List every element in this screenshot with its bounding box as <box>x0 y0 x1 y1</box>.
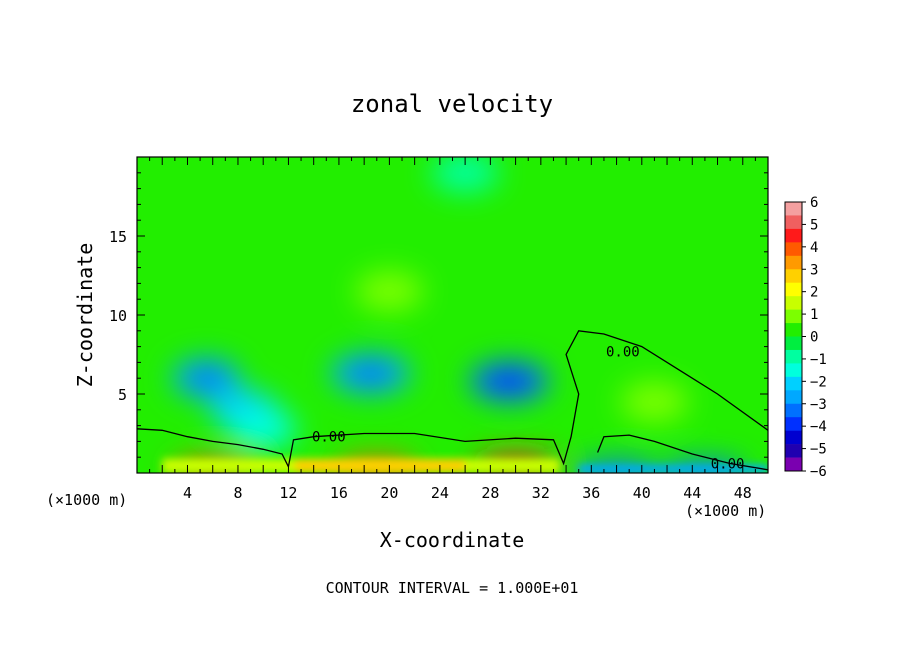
x-tick-label: 20 <box>380 484 398 502</box>
contour-label-0: 0.00 <box>312 430 346 446</box>
colorbar-swatch <box>785 296 802 310</box>
x-tick-label: 12 <box>279 484 297 502</box>
colorbar-swatch <box>785 242 802 257</box>
y-tick-label: 15 <box>109 228 127 246</box>
contour-label-1: 0.00 <box>606 344 640 360</box>
x-tick-label: 4 <box>183 484 192 502</box>
colorbar-tick-label: 5 <box>810 217 818 233</box>
field-low-5 <box>431 157 500 193</box>
colorbar-tick-label: −1 <box>810 352 827 368</box>
colorbar-tick-label: −6 <box>810 464 827 480</box>
y-axis-ticks: 5 10 15 <box>109 156 768 474</box>
colorbar-swatch <box>785 363 802 378</box>
colorbar <box>784 201 803 472</box>
x-tick-label: 24 <box>431 484 449 502</box>
colorbar-swatch <box>785 336 802 351</box>
contour-lines <box>137 330 768 471</box>
colorbar-swatch <box>785 444 802 458</box>
y-tick-label: 10 <box>109 307 127 325</box>
x-tick-label: 40 <box>633 484 651 502</box>
colorbar-swatch <box>785 390 802 405</box>
colorbar-swatch <box>785 430 802 445</box>
contour-label-2: 0.00 <box>711 457 745 473</box>
colorbar-swatch <box>785 202 802 216</box>
contour-line-0 <box>137 330 768 469</box>
colorbar-swatch <box>785 349 802 364</box>
field-core-0 <box>187 367 226 390</box>
field-core-3 <box>348 362 393 385</box>
heatmap-field <box>137 157 768 473</box>
x-tick-label: 48 <box>734 484 752 502</box>
colorbar-tick-label: 2 <box>810 285 818 301</box>
colorbar-tick-label: 1 <box>810 307 818 323</box>
chart-title: zonal velocity <box>351 90 553 118</box>
colorbar-tick-label: −4 <box>810 419 827 435</box>
colorbar-swatch <box>785 376 802 391</box>
colorbar-tick-label: 0 <box>810 330 818 346</box>
x-axis-ticks: 4 8 12 16 20 24 28 32 36 40 44 48 <box>136 157 769 502</box>
field-low-2 <box>229 408 298 449</box>
surface-band-1 <box>294 458 466 473</box>
colorbar-swatch <box>785 309 802 324</box>
surface-band-negative <box>578 465 768 473</box>
x-tick-label: 8 <box>233 484 242 502</box>
colorbar-swatch <box>785 269 802 283</box>
colorbar-swatch <box>785 323 802 337</box>
colorbar-tick-label: 3 <box>810 262 818 278</box>
colorbar-swatch <box>785 228 802 243</box>
colorbar-swatch <box>785 215 802 230</box>
colorbar-swatch <box>785 255 802 270</box>
y-axis-label: Z-coordinate <box>73 243 97 388</box>
contour-line-1 <box>596 434 768 471</box>
colorbar-tick-label: 4 <box>810 240 818 256</box>
colorbar-swatch <box>785 403 802 418</box>
colorbar-swatch <box>785 417 802 431</box>
field-high-6 <box>355 271 424 312</box>
y-tick-label: 5 <box>118 386 127 404</box>
colorbar-swatch <box>785 457 802 472</box>
contour-labels: 0.00 0.00 0.00 <box>312 344 745 472</box>
x-tick-label: 36 <box>582 484 600 502</box>
x-unit-right: (×1000 m) <box>685 502 766 520</box>
x-tick-label: 16 <box>330 484 348 502</box>
colorbar-tick-label: 6 <box>810 195 818 211</box>
colorbar-tick-label: −5 <box>810 442 827 458</box>
x-tick-label: 44 <box>683 484 701 502</box>
x-axis-label: X-coordinate <box>380 528 525 552</box>
colorbar-tick-label: −3 <box>810 397 827 413</box>
colorbar-labels: 6 5 4 3 2 1 0 −1 −2 −3 −4 −5 −6 <box>802 195 827 480</box>
field-core-4 <box>487 370 532 393</box>
surface-band <box>162 458 768 473</box>
field-high-7 <box>620 381 689 422</box>
colorbar-tick-label: −2 <box>810 374 827 390</box>
colorbar-swatch <box>785 282 802 297</box>
x-unit-left: (×1000 m) <box>46 491 127 509</box>
contour-interval-note: CONTOUR INTERVAL = 1.000E+01 <box>326 579 579 597</box>
x-tick-label: 32 <box>532 484 550 502</box>
x-tick-label: 28 <box>481 484 499 502</box>
